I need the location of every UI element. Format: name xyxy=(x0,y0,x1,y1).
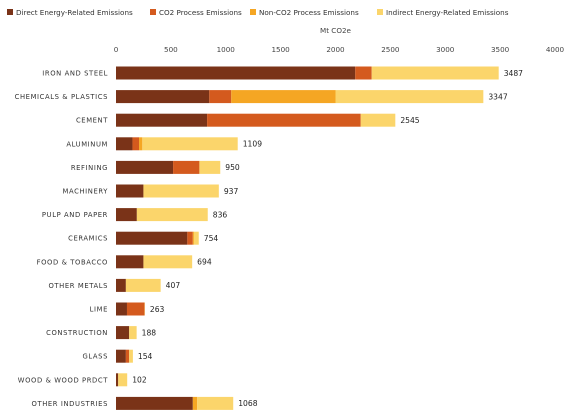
bar-other-industries-non-co2-process-emissions xyxy=(192,396,198,410)
category-label-chemicals-plastics: CHEMICALS & PLASTICS xyxy=(15,93,108,101)
x-tick-label: 1500 xyxy=(271,45,290,54)
legend-label-non-co2-process-emissions: Non-CO2 Process Emissions xyxy=(259,8,359,17)
bar-wood-wood-prdct-indirect-energy-related-emissions xyxy=(118,373,128,387)
category-labels: IRON AND STEEL CHEMICALS & PLASTICS CEMENT… xyxy=(15,70,109,408)
bar-iron-and-steel-co2-process-emissions xyxy=(355,66,372,80)
total-label-glass: 154 xyxy=(138,352,153,361)
bars xyxy=(116,66,499,410)
legend-swatch-indirect-energy-related-emissions xyxy=(377,9,383,15)
total-label-other-industries: 1068 xyxy=(238,399,257,408)
total-label-food-tobacco: 694 xyxy=(197,258,212,267)
legend-swatch-direct-energy-related-emissions xyxy=(7,9,13,15)
bar-pulp-and-paper-direct-energy-related-emissions xyxy=(116,208,137,222)
bar-food-tobacco-direct-energy-related-emissions xyxy=(116,255,144,269)
bar-glass-indirect-energy-related-emissions xyxy=(129,349,133,363)
x-tick-label: 2500 xyxy=(381,45,400,54)
total-label-construction: 188 xyxy=(142,328,157,337)
x-axis-title: Mt CO2e xyxy=(320,26,352,35)
total-label-lime: 263 xyxy=(150,305,165,314)
category-label-machinery: MACHINERY xyxy=(63,188,109,196)
bar-iron-and-steel-indirect-energy-related-emissions xyxy=(371,66,499,80)
bar-construction-direct-energy-related-emissions xyxy=(116,326,130,340)
category-label-refining: REFINING xyxy=(71,164,108,172)
bar-other-metals-direct-energy-related-emissions xyxy=(116,278,126,292)
bar-chemicals-plastics-non-co2-process-emissions xyxy=(231,90,336,104)
total-label-refining: 950 xyxy=(225,163,240,172)
total-labels: 3487 3347 2545 1109 950 937 836 754 694 407 263 188… xyxy=(132,69,523,408)
category-label-food-tobacco: FOOD & TOBACCO xyxy=(37,258,108,266)
bar-cement-direct-energy-related-emissions xyxy=(116,113,208,127)
bar-construction-indirect-energy-related-emissions xyxy=(129,326,137,340)
total-label-machinery: 937 xyxy=(224,187,239,196)
category-label-lime: LIME xyxy=(90,306,108,314)
bar-ceramics-co2-process-emissions xyxy=(187,231,193,245)
category-label-cement: CEMENT xyxy=(76,117,108,125)
category-label-aluminum: ALUMINUM xyxy=(66,140,108,148)
bar-food-tobacco-indirect-energy-related-emissions xyxy=(143,255,193,269)
x-tick-label: 3500 xyxy=(491,45,510,54)
bar-chemicals-plastics-co2-process-emissions xyxy=(209,90,232,104)
bar-chemicals-plastics-direct-energy-related-emissions xyxy=(116,90,210,104)
bar-other-metals-indirect-energy-related-emissions xyxy=(125,278,161,292)
category-label-iron-and-steel: IRON AND STEEL xyxy=(42,70,108,78)
bar-refining-indirect-energy-related-emissions xyxy=(199,160,221,174)
bar-lime-direct-energy-related-emissions xyxy=(116,302,127,316)
category-label-construction: CONSTRUCTION xyxy=(46,329,108,337)
legend-label-co2-process-emissions: CO2 Process Emissions xyxy=(159,8,242,17)
category-label-other-metals: OTHER METALS xyxy=(48,282,108,290)
total-label-ceramics: 754 xyxy=(204,234,219,243)
bar-pulp-and-paper-indirect-energy-related-emissions xyxy=(136,208,208,222)
bar-ceramics-indirect-energy-related-emissions xyxy=(193,231,199,245)
bar-ceramics-non-co2-process-emissions xyxy=(192,231,194,245)
x-tick-label: 500 xyxy=(164,45,178,54)
bar-glass-direct-energy-related-emissions xyxy=(116,349,126,363)
bar-chemicals-plastics-indirect-energy-related-emissions xyxy=(335,90,484,104)
bar-refining-co2-process-emissions xyxy=(173,160,200,174)
total-label-other-metals: 407 xyxy=(166,281,181,290)
bar-lime-co2-process-emissions xyxy=(126,302,145,316)
total-label-chemicals-plastics: 3347 xyxy=(488,92,507,101)
category-label-pulp-and-paper: PULP AND PAPER xyxy=(42,211,108,219)
bar-aluminum-non-co2-process-emissions xyxy=(139,137,143,151)
bar-aluminum-co2-process-emissions xyxy=(132,137,140,151)
bar-ceramics-direct-energy-related-emissions xyxy=(116,231,188,245)
bar-iron-and-steel-direct-energy-related-emissions xyxy=(116,66,356,80)
total-label-pulp-and-paper: 836 xyxy=(213,210,228,219)
total-label-wood-wood-prdct: 102 xyxy=(132,376,147,385)
x-tick-label: 3000 xyxy=(436,45,455,54)
bar-other-industries-direct-energy-related-emissions xyxy=(116,396,193,410)
bar-aluminum-direct-energy-related-emissions xyxy=(116,137,133,151)
total-label-iron-and-steel: 3487 xyxy=(504,69,523,78)
category-label-glass: GLASS xyxy=(83,353,109,361)
bar-wood-wood-prdct-direct-energy-related-emissions xyxy=(116,373,119,387)
x-tick-label: 1000 xyxy=(217,45,236,54)
bar-refining-direct-energy-related-emissions xyxy=(116,160,174,174)
x-tick-label: 0 xyxy=(114,45,119,54)
bar-machinery-direct-energy-related-emissions xyxy=(116,184,144,198)
total-label-cement: 2545 xyxy=(400,116,419,125)
bar-glass-co2-process-emissions xyxy=(125,349,130,363)
bar-machinery-indirect-energy-related-emissions xyxy=(143,184,219,198)
category-label-ceramics: CERAMICS xyxy=(68,235,108,243)
category-label-wood-wood-prdct: WOOD & WOOD PRDCT xyxy=(18,376,108,384)
category-label-other-industries: OTHER INDUSTRIES xyxy=(32,400,109,408)
bar-cement-indirect-energy-related-emissions xyxy=(360,113,396,127)
legend-label-indirect-energy-related-emissions: Indirect Energy-Related Emissions xyxy=(386,8,509,17)
legend: Direct Energy-Related Emissions CO2 Proce… xyxy=(7,8,509,17)
x-tick-label: 2000 xyxy=(326,45,345,54)
x-axis-ticks: 0 500 1000 1500 2000 2500 3000 3500 4000 xyxy=(114,45,565,54)
bar-cement-co2-process-emissions xyxy=(207,113,361,127)
legend-swatch-non-co2-process-emissions xyxy=(250,9,256,15)
bar-aluminum-indirect-energy-related-emissions xyxy=(142,137,238,151)
legend-swatch-co2-process-emissions xyxy=(150,9,156,15)
legend-label-direct-energy-related-emissions: Direct Energy-Related Emissions xyxy=(16,8,133,17)
total-label-aluminum: 1109 xyxy=(243,140,262,149)
bar-other-industries-indirect-energy-related-emissions xyxy=(197,396,234,410)
x-tick-label: 4000 xyxy=(546,45,565,54)
